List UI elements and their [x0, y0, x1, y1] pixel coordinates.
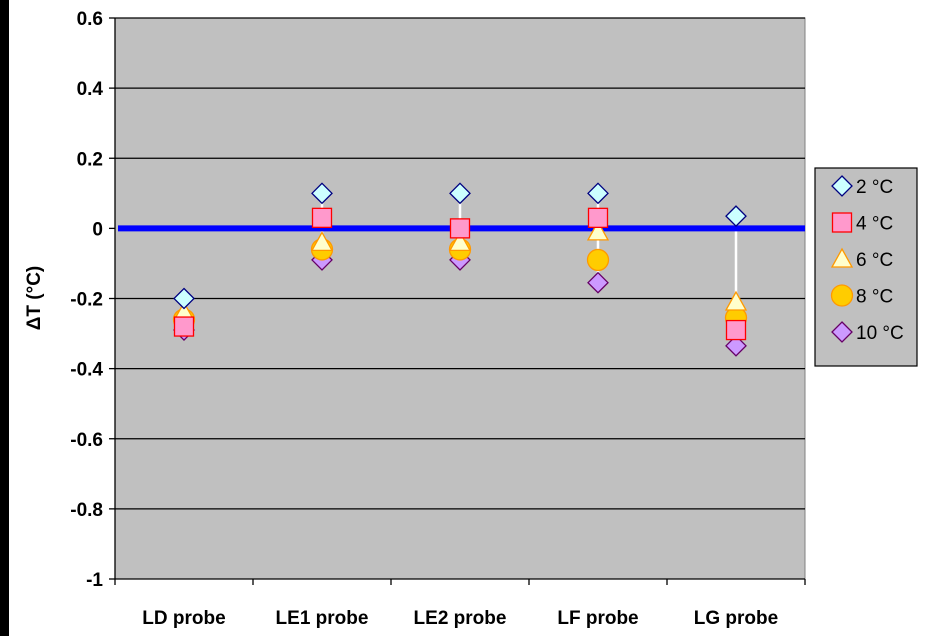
data-point	[173, 287, 195, 310]
legend-label: 8 °C	[856, 287, 893, 308]
y-axis-title: ΔT (°C)	[24, 266, 45, 331]
data-point	[449, 182, 471, 205]
data-point	[586, 220, 610, 241]
x-tick-label: LD probe	[142, 608, 225, 629]
axes: 0.6 0.4 0.2 0 -0.2 -0.4 -0.6 -0.8 -1 LD probe LE1 …	[70, 9, 806, 629]
plot-area	[114, 17, 806, 580]
legend-marker	[831, 175, 853, 197]
y-tick-label: 0.2	[77, 149, 103, 170]
data-point	[448, 231, 472, 252]
data-markers	[172, 182, 748, 357]
gridlines	[115, 17, 805, 510]
x-tick-label: LE1 probe	[276, 608, 369, 629]
data-point	[586, 248, 610, 272]
legend-label: 2 °C	[856, 177, 893, 198]
y-tick-label: -0.8	[70, 500, 103, 521]
y-tick-label: -0.6	[70, 430, 103, 451]
y-tick-label: 0.6	[77, 9, 103, 30]
y-tick-label: -0.2	[70, 290, 103, 311]
data-point	[725, 334, 747, 357]
data-point	[311, 207, 333, 229]
data-point	[310, 231, 334, 252]
legend-label: 10 °C	[856, 323, 904, 344]
legend-marker	[831, 212, 853, 233]
y-tick-label: -1	[86, 570, 103, 591]
legend-marker	[830, 247, 854, 268]
data-point	[587, 271, 609, 294]
legend-label: 4 °C	[856, 214, 893, 235]
data-point	[725, 319, 747, 341]
data-point	[587, 182, 609, 205]
legend-marker	[830, 284, 854, 307]
x-tick-label: LG probe	[694, 608, 778, 629]
data-point	[724, 290, 748, 311]
legend: 2 °C 4 °C 6 °C 8 °C 10 °C	[814, 167, 918, 367]
data-point	[449, 218, 471, 239]
data-point	[173, 316, 195, 337]
x-tick-label: LF probe	[557, 608, 638, 629]
left-edge-bar	[0, 0, 9, 636]
legend-label: 6 °C	[856, 250, 893, 271]
legend-marker	[831, 321, 853, 343]
y-tick-label: 0.4	[77, 79, 104, 100]
x-tick-label: LE2 probe	[414, 608, 507, 629]
data-point	[587, 207, 609, 229]
data-point	[725, 205, 747, 228]
data-point	[311, 182, 333, 205]
y-tick-label: 0	[92, 219, 103, 240]
y-tick-label: -0.4	[70, 360, 103, 381]
